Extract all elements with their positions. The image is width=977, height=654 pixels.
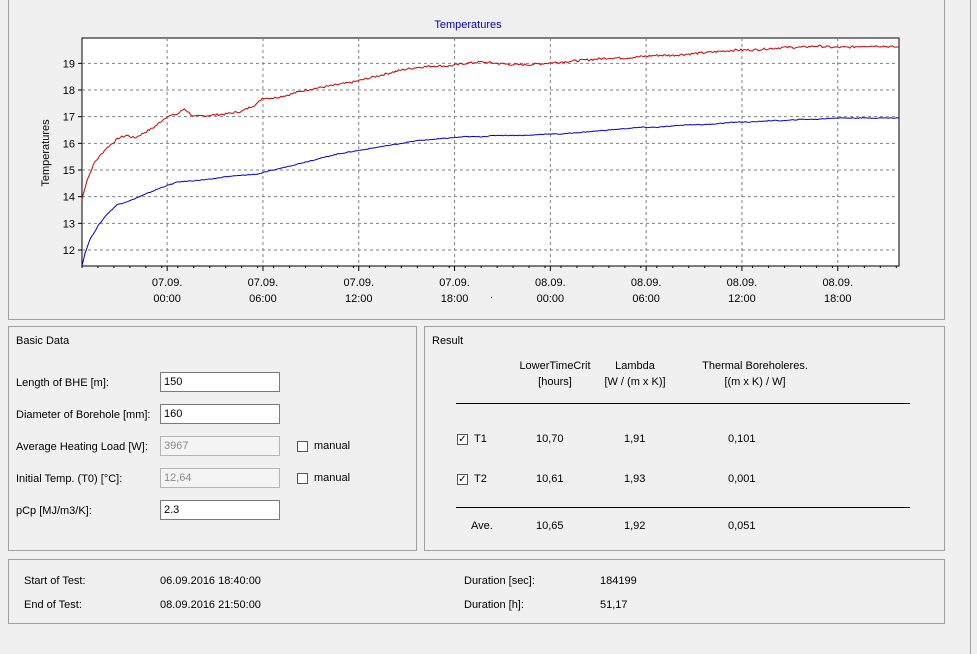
initial-temp-input (160, 468, 280, 488)
y-tick-label: 12 (63, 245, 75, 257)
basic-data-panel: Basic Data Length of BHE [m]: Diameter o… (8, 326, 417, 551)
duration-h-label: Duration [h]: (464, 599, 524, 611)
y-tick-label: 16 (63, 138, 75, 150)
t1-checkbox[interactable]: ✓ (457, 434, 468, 445)
pcp-input[interactable] (160, 500, 280, 520)
x-tick-date: 08.09. (822, 277, 853, 289)
series-blue-line (81, 117, 900, 267)
heating-manual-checkbox[interactable] (297, 441, 308, 452)
y-axis-label: Temperatures (40, 119, 52, 187)
x-tick-date: 08.09. (631, 277, 662, 289)
x-tick-time: 18:00 (824, 293, 852, 305)
t2-checkbox[interactable]: ✓ (457, 474, 468, 485)
diameter-input[interactable] (160, 404, 280, 424)
x-tick-time: 18:00 (441, 293, 469, 305)
temperature-chart: Temperatures Temperatures 12 13 14 15 16 17 18… (40, 19, 900, 305)
initial-manual-label: manual (314, 472, 351, 484)
length-input[interactable] (160, 372, 280, 392)
series-red-line (81, 44, 900, 200)
diameter-label: Diameter of Borehole [mm]: (16, 409, 151, 421)
start-of-test-value: 06.09.2016 18:40:00 (160, 575, 261, 587)
result-panel: Result LowerTimeCrit [hours] Lambda [W /… (424, 326, 945, 551)
ave-lowertimecrit: 10,65 (536, 520, 564, 532)
t1-thermal: 0,101 (728, 433, 756, 445)
ave-lambda: 1,92 (624, 520, 646, 532)
length-label: Length of BHE [m]: (16, 377, 109, 389)
t1-lowertimecrit: 10,70 (536, 433, 564, 445)
x-tick-time: 06:00 (249, 293, 277, 305)
x-tick-time: 12:00 (728, 293, 756, 305)
t1-lambda: 1,91 (624, 433, 646, 445)
y-tick-label: 15 (63, 165, 75, 177)
t2-label: T2 (474, 473, 487, 485)
x-tick-time: 06:00 (632, 293, 660, 305)
x-tick-date: 07.09. (439, 277, 470, 289)
x-tick-time: 12:00 (345, 293, 373, 305)
chart-title: Temperatures (434, 19, 502, 31)
plot-area (81, 37, 900, 267)
test-summary-panel: Start of Test: 06.09.2016 18:40:00 End o… (8, 559, 945, 624)
col-lowertimecrit-header: LowerTimeCrit (519, 360, 591, 372)
y-tick-label: 17 (63, 112, 75, 124)
pcp-label: pCp [MJ/m3/K]: (16, 505, 92, 517)
col-lambda-header: Lambda (615, 360, 655, 372)
initial-manual-checkbox[interactable] (297, 473, 308, 484)
t1-label: T1 (474, 433, 487, 445)
initial-temp-label: Initial Temp. (T0) [°C]: (16, 473, 123, 485)
col-lambda-unit: [W / (m x K)] (604, 376, 666, 388)
end-of-test-value: 08.09.2016 21:50:00 (160, 599, 261, 611)
t2-lowertimecrit: 10,61 (536, 473, 564, 485)
heating-manual-label: manual (314, 440, 351, 452)
stray-mark: . (490, 289, 493, 301)
x-tick-date: 07.09. (248, 277, 279, 289)
duration-sec-label: Duration [sec]: (464, 575, 535, 587)
basic-data-title: Basic Data (16, 335, 70, 347)
duration-sec-value: 184199 (600, 575, 637, 587)
ave-thermal: 0,051 (728, 520, 756, 532)
result-title: Result (432, 335, 464, 347)
col-thermal-header: Thermal Boreholeres. (702, 360, 808, 372)
x-tick-date: 07.09. (343, 277, 374, 289)
y-tick-label: 14 (63, 192, 75, 204)
x-tick-date: 08.09. (535, 277, 566, 289)
end-of-test-label: End of Test: (24, 599, 82, 611)
heating-load-label: Average Heating Load [W]: (16, 441, 148, 453)
result-header-divider (456, 403, 910, 404)
y-tick-label: 18 (63, 85, 75, 97)
start-of-test-label: Start of Test: (24, 575, 86, 587)
ave-label: Ave. (471, 520, 493, 532)
duration-h-value: 51,17 (600, 599, 628, 611)
chart-panel: Temperatures Temperatures 12 13 14 15 16 17 18… (8, 0, 945, 320)
x-tick-time: 00:00 (153, 293, 181, 305)
y-tick-label: 19 (63, 58, 75, 70)
y-tick-label: 13 (63, 218, 75, 230)
t2-thermal: 0,001 (728, 473, 756, 485)
window-right-edge (970, 0, 971, 654)
t2-lambda: 1,93 (624, 473, 646, 485)
col-thermal-unit: [(m x K) / W] (724, 376, 786, 388)
x-tick-date: 07.09. (152, 277, 183, 289)
result-footer-divider (456, 507, 910, 508)
x-tick-time: 00:00 (537, 293, 565, 305)
col-lowertimecrit-unit: [hours] (538, 376, 572, 388)
x-tick-date: 08.09. (727, 277, 758, 289)
heating-load-input (160, 436, 280, 456)
